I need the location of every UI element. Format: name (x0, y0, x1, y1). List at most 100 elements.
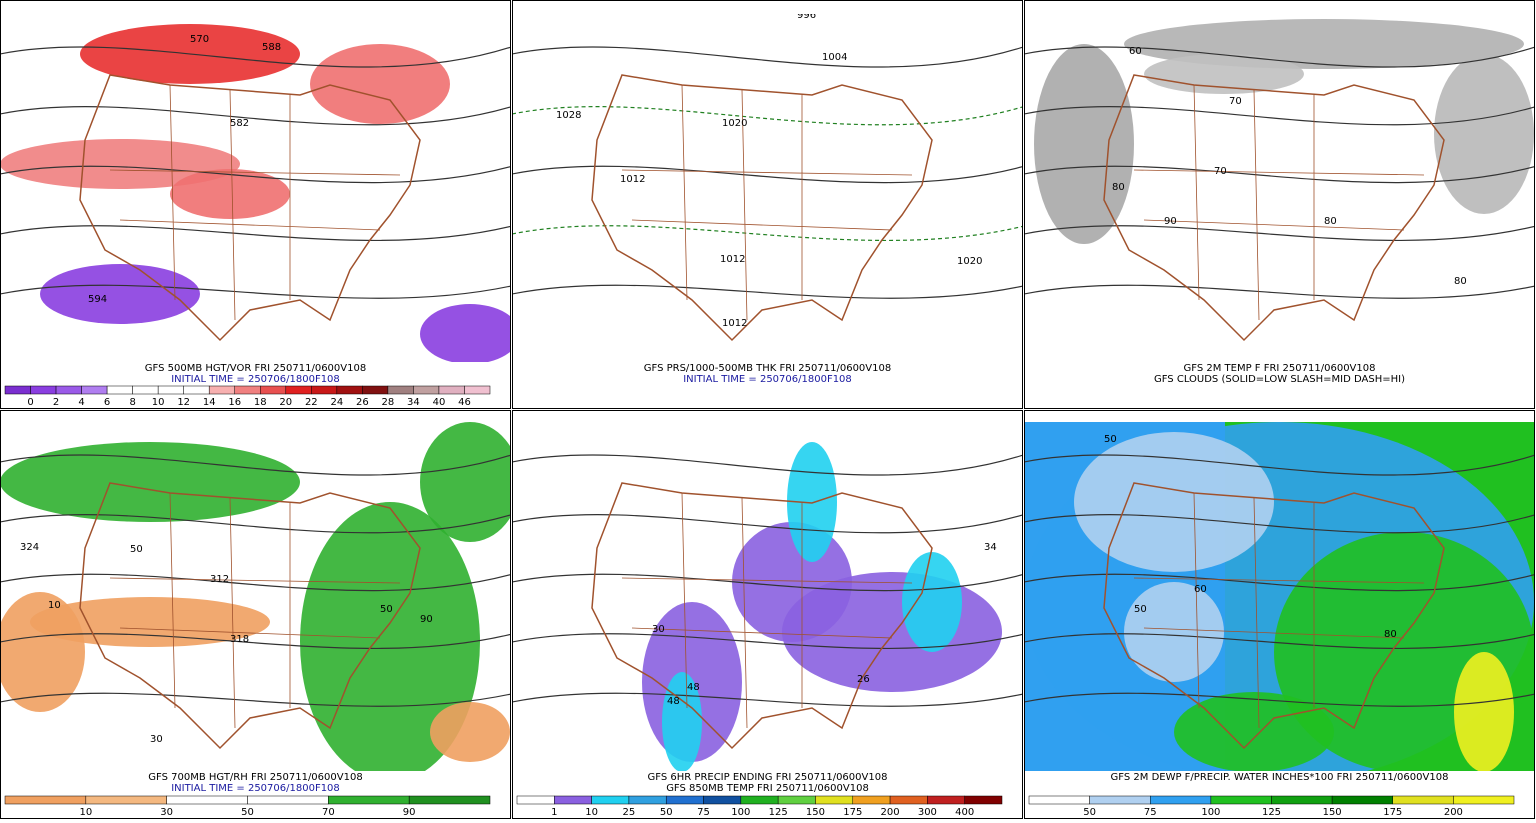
state-lines (621, 492, 913, 729)
panel: 1028 1020 1004 1012 1012 1020 1012 996 GFS PRS/1… (512, 0, 1023, 409)
contour-label: 594 (88, 294, 107, 305)
colorbar-label: 200 (1444, 807, 1463, 818)
state-lines (621, 84, 913, 321)
colorbar-label: 10 (79, 807, 92, 818)
field-blob (1034, 44, 1134, 244)
contour-label: 1004 (822, 52, 847, 63)
panel: 50 50 80 60 GFS 2M DEWP F/PRECIP. WATER INCH… (1024, 410, 1535, 819)
colorbar-swatch (516, 795, 555, 805)
colorbar-swatch (183, 385, 210, 395)
field-blob (310, 44, 450, 124)
contour (513, 514, 1022, 534)
colorbar-swatch (208, 385, 235, 395)
field-blob (787, 442, 837, 562)
colorbar-label: 175 (843, 807, 862, 818)
field-blob (30, 597, 270, 647)
panel: 80 70 60 90 80 70 80 GFS 2M TEMP F FRI 250711/0… (1024, 0, 1535, 409)
country-outline (591, 482, 933, 750)
colorbar-label: 14 (203, 397, 216, 408)
colorbar-label: 150 (806, 807, 825, 818)
colorbar-label: 6 (104, 397, 110, 408)
field-blob (420, 422, 510, 542)
colorbar-swatch (85, 795, 167, 805)
field-blob (662, 672, 702, 771)
contour-label: 70 (1214, 166, 1227, 177)
map: 324 312 318 50 10 90 50 30 (1, 422, 510, 771)
contour (1025, 573, 1534, 592)
field-blob (170, 169, 290, 219)
colorbar-swatch (336, 385, 363, 395)
contour-label: 50 (130, 544, 143, 555)
colorbar-label: 2 (53, 397, 59, 408)
field-blob (1074, 432, 1274, 572)
field-blob (1, 592, 85, 712)
contour (1025, 46, 1534, 68)
colorbar-swatch (777, 795, 816, 805)
caption: GFS 6HR PRECIP ENDING FRI 250711/0600V10… (648, 772, 888, 783)
state-lines (1133, 492, 1425, 729)
contour-label: 324 (20, 542, 39, 553)
contour (513, 165, 1022, 184)
map: 570 582 594 588 (1, 14, 510, 362)
colorbar-swatch (665, 795, 704, 805)
contour-label: 10 (48, 600, 61, 611)
colorbar-label: 40 (433, 397, 446, 408)
colorbar-swatch (55, 385, 82, 395)
colorbar-swatch (1271, 795, 1333, 805)
colorbar-label: 50 (660, 807, 673, 818)
field-blob (1174, 692, 1334, 771)
colorbar-swatch (927, 795, 965, 805)
colorbar-label: 20 (279, 397, 292, 408)
colorbar-label: 75 (1144, 807, 1157, 818)
colorbar-swatch (1089, 795, 1151, 805)
colorbar-swatch (438, 385, 465, 395)
contour (513, 225, 1022, 241)
colorbar: 1 10 25 50 75 100 125 150 175 200 300 400 (516, 795, 1003, 818)
map-bg (513, 14, 1022, 362)
colorbar-label: 70 (322, 807, 335, 818)
colorbar-swatch (1028, 795, 1090, 805)
colorbar: 0 2 4 6 8 10 12 14 16 18 20 22 24 26 28 34 40 46 (4, 385, 491, 408)
colorbar-swatch (464, 385, 491, 395)
colorbar-label: 100 (731, 807, 750, 818)
contour-label: 50 (1104, 434, 1117, 445)
contour (1, 633, 510, 649)
colorbar-label: 10 (585, 807, 598, 818)
panel: 570 582 594 588 GFS 500MB HGT/VOR FRI 250711… (0, 0, 511, 409)
contour-label: 996 (797, 10, 816, 21)
colorbar-swatch (234, 385, 261, 395)
colorbar-label: 125 (769, 807, 788, 818)
contour (1, 106, 510, 126)
colorbar-swatch (106, 385, 133, 395)
state-lines (1133, 84, 1425, 321)
contour (1025, 165, 1534, 184)
colorbar-label: 46 (458, 397, 471, 408)
colorbar-label: 200 (881, 807, 900, 818)
caption: INITIAL TIME = 250706/1800F108 (171, 374, 340, 385)
map: 34 48 48 26 30 (513, 422, 1022, 771)
field-blob (40, 264, 200, 324)
panel: 324 312 318 50 10 90 50 30 GFS 700MB HGT/RH FRI … (0, 410, 511, 819)
contour (1, 225, 510, 241)
contour (1025, 284, 1534, 299)
colorbar-swatch (132, 385, 159, 395)
contour-label: 1012 (720, 254, 745, 265)
colorbar-swatch (4, 795, 87, 805)
contour-label: 80 (1112, 182, 1125, 193)
country-outline (79, 74, 421, 342)
colorbar-swatch (889, 795, 928, 805)
contour (513, 692, 1022, 707)
colorbar-swatch (554, 795, 592, 805)
colorbar-label: 125 (1262, 807, 1281, 818)
contour-label: 312 (210, 574, 229, 585)
contour (1, 284, 510, 299)
contour-label: 1012 (620, 174, 645, 185)
colorbar-swatch (285, 385, 312, 395)
colorbar-label: 50 (1083, 807, 1096, 818)
contour-label: 80 (1384, 629, 1397, 640)
country-outline (1103, 74, 1445, 342)
colorbar-swatch (703, 795, 742, 805)
contour-label: 70 (1229, 96, 1242, 107)
contour (1, 573, 510, 592)
